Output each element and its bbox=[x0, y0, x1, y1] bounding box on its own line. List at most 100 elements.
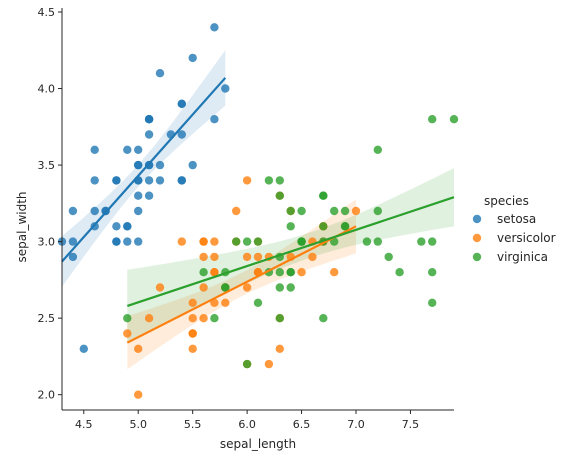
data-point-virginica bbox=[319, 222, 328, 231]
data-point-setosa bbox=[177, 99, 186, 109]
data-point-versicolor bbox=[188, 314, 197, 323]
data-point-virginica bbox=[428, 268, 437, 277]
y-tick-label: 4.0 bbox=[38, 83, 56, 96]
legend-label-versicolor: versicolor bbox=[497, 231, 556, 245]
data-point-setosa bbox=[144, 115, 154, 124]
y-tick-label: 3.0 bbox=[38, 236, 56, 249]
data-point-virginica bbox=[417, 237, 426, 246]
data-point-virginica bbox=[373, 145, 382, 154]
data-point-versicolor bbox=[199, 314, 208, 323]
legend-marker-virginica bbox=[472, 252, 482, 262]
data-point-virginica bbox=[232, 237, 241, 246]
data-point-virginica bbox=[275, 314, 284, 323]
data-point-versicolor bbox=[210, 298, 219, 307]
data-point-setosa bbox=[68, 237, 78, 246]
data-point-setosa bbox=[155, 69, 165, 78]
data-point-setosa bbox=[134, 206, 143, 216]
y-tick-label: 2.0 bbox=[38, 389, 56, 402]
data-point-virginica bbox=[373, 206, 382, 216]
data-point-virginica bbox=[275, 191, 284, 200]
data-point-virginica bbox=[340, 222, 350, 231]
data-point-virginica bbox=[340, 206, 350, 216]
x-tick-label: 7.5 bbox=[402, 418, 420, 431]
data-point-versicolor bbox=[264, 359, 274, 369]
data-point-versicolor bbox=[297, 268, 306, 277]
data-point-versicolor bbox=[144, 314, 154, 323]
data-point-versicolor bbox=[210, 268, 219, 277]
data-point-virginica bbox=[242, 237, 252, 246]
data-point-setosa bbox=[112, 237, 121, 246]
data-point-virginica bbox=[297, 206, 306, 216]
data-point-virginica bbox=[275, 176, 284, 185]
data-point-virginica bbox=[253, 237, 263, 246]
data-point-versicolor bbox=[210, 237, 219, 246]
x-tick-label: 6.0 bbox=[238, 418, 256, 431]
data-point-setosa bbox=[144, 176, 154, 185]
x-tick-label: 5.5 bbox=[184, 418, 202, 431]
data-point-virginica bbox=[428, 115, 437, 124]
data-point-versicolor bbox=[123, 329, 132, 338]
data-point-versicolor bbox=[221, 298, 230, 307]
x-tick-label: 4.5 bbox=[75, 418, 93, 431]
data-point-setosa bbox=[177, 130, 186, 139]
data-point-versicolor bbox=[188, 329, 197, 338]
data-point-virginica bbox=[449, 115, 459, 124]
data-point-virginica bbox=[428, 298, 437, 307]
data-point-setosa bbox=[134, 191, 143, 200]
legend-title: species bbox=[484, 194, 529, 208]
data-point-virginica bbox=[264, 176, 274, 185]
data-point-virginica bbox=[221, 283, 230, 292]
y-tick-label: 4.5 bbox=[38, 6, 56, 19]
data-point-versicolor bbox=[199, 283, 208, 292]
data-point-virginica bbox=[297, 237, 306, 246]
data-point-virginica bbox=[275, 283, 284, 292]
data-point-versicolor bbox=[351, 206, 361, 216]
data-point-setosa bbox=[68, 252, 78, 262]
data-point-setosa bbox=[188, 160, 197, 170]
y-tick-label: 3.5 bbox=[38, 159, 56, 172]
data-point-virginica bbox=[428, 237, 437, 246]
data-point-versicolor bbox=[330, 268, 339, 277]
data-point-setosa bbox=[123, 222, 132, 231]
data-point-virginica bbox=[330, 206, 339, 216]
data-point-setosa bbox=[144, 191, 154, 200]
data-point-setosa bbox=[210, 115, 219, 124]
data-point-setosa bbox=[123, 237, 132, 246]
data-point-versicolor bbox=[253, 252, 263, 262]
data-point-versicolor bbox=[134, 390, 143, 399]
data-point-setosa bbox=[134, 160, 143, 170]
data-point-virginica bbox=[319, 314, 328, 323]
data-point-setosa bbox=[90, 176, 99, 185]
data-point-virginica bbox=[210, 314, 219, 323]
data-point-setosa bbox=[79, 344, 89, 353]
data-point-setosa bbox=[155, 160, 165, 170]
data-point-setosa bbox=[123, 145, 132, 154]
data-point-versicolor bbox=[134, 344, 143, 353]
data-point-setosa bbox=[112, 222, 121, 231]
data-point-versicolor bbox=[177, 237, 186, 246]
legend-label-setosa: setosa bbox=[497, 212, 536, 226]
x-tick-label: 7.0 bbox=[347, 418, 365, 431]
data-point-virginica bbox=[199, 268, 208, 277]
regression-line-versicolor bbox=[126, 225, 357, 344]
x-tick-label: 5.0 bbox=[129, 418, 147, 431]
legend: species setosa versicolor virginica bbox=[472, 194, 556, 264]
data-point-virginica bbox=[242, 359, 252, 369]
data-point-versicolor bbox=[210, 252, 219, 262]
data-point-setosa bbox=[177, 176, 186, 185]
data-point-virginica bbox=[286, 283, 295, 292]
data-point-virginica bbox=[286, 222, 295, 231]
data-point-setosa bbox=[221, 84, 230, 93]
data-point-versicolor bbox=[308, 252, 317, 262]
data-point-versicolor bbox=[188, 298, 197, 307]
data-point-setosa bbox=[90, 206, 99, 216]
data-point-virginica bbox=[395, 268, 404, 277]
y-tick-label: 2.5 bbox=[38, 312, 56, 325]
data-point-versicolor bbox=[242, 283, 252, 292]
data-point-virginica bbox=[286, 206, 295, 216]
data-point-virginica bbox=[123, 314, 132, 323]
data-point-setosa bbox=[112, 176, 121, 185]
data-point-setosa bbox=[134, 237, 143, 246]
data-point-virginica bbox=[253, 298, 263, 307]
